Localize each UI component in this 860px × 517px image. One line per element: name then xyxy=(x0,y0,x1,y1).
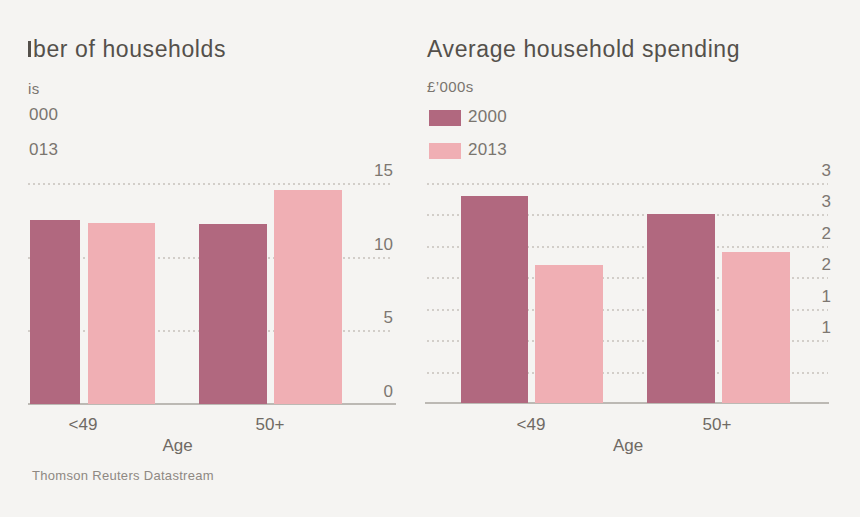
source-credit: Thomson Reuters Datastream xyxy=(32,468,214,483)
bar-2013-50+ xyxy=(722,252,790,403)
unit-label: is xyxy=(28,80,40,97)
chart-title: Average household spending xyxy=(427,36,740,63)
bar-2000-<49 xyxy=(461,196,528,403)
x-tick-label: 50+ xyxy=(235,415,305,435)
y-tick-label: 10 xyxy=(343,235,393,255)
bar-000-50+ xyxy=(199,224,267,404)
gridline xyxy=(28,183,392,185)
bar-2013-<49 xyxy=(535,265,603,403)
y-tick-label: 15 xyxy=(343,161,393,181)
chart-title-text: ber of households xyxy=(33,36,226,62)
x-tick-label: 50+ xyxy=(682,415,752,435)
axis-title-age: Age xyxy=(593,436,663,456)
bar-2000-50+ xyxy=(647,214,715,403)
legend-label-2013: 013 xyxy=(29,140,58,160)
chart-title: ber of households xyxy=(28,36,226,63)
gridline xyxy=(427,183,828,185)
bar-000-<49 xyxy=(30,220,80,404)
y-tick-label: 0 xyxy=(343,382,393,402)
y-tick-label: 3 xyxy=(781,161,831,181)
axis-title-age: Age xyxy=(143,436,213,456)
bar-013-<49 xyxy=(88,223,156,404)
chart-figure: ber of households is 000 013 15 10 5 0 <49 50… xyxy=(0,0,860,517)
legend-swatch-2000 xyxy=(429,110,461,126)
y-tick-label: 3 xyxy=(781,192,831,212)
truncated-glyph xyxy=(28,41,31,57)
legend-label-2000: 2000 xyxy=(468,107,507,127)
y-tick-label: 2 xyxy=(781,224,831,244)
bar-013-50+ xyxy=(274,190,342,404)
legend-swatch-2013 xyxy=(429,143,461,159)
legend-label-2000: 000 xyxy=(29,105,58,125)
x-tick-label: <49 xyxy=(496,415,566,435)
unit-label: £’000s xyxy=(427,78,474,95)
x-tick-label: <49 xyxy=(48,415,118,435)
legend-label-2013: 2013 xyxy=(468,140,507,160)
y-tick-label: 5 xyxy=(343,308,393,328)
